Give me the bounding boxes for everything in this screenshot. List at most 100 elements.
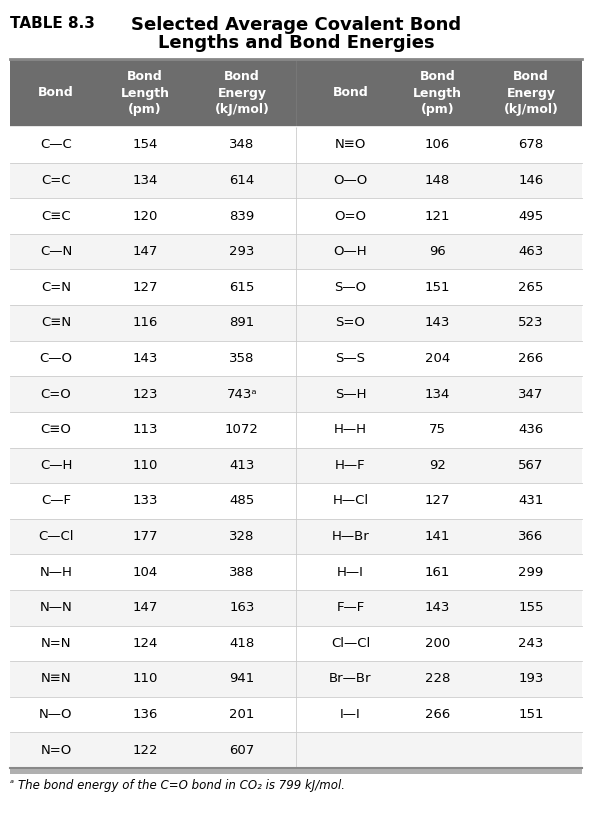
Text: 523: 523 (518, 316, 543, 329)
Text: 104: 104 (133, 566, 157, 579)
Text: 147: 147 (133, 601, 157, 614)
Text: 143: 143 (425, 601, 450, 614)
Text: Bond
Energy
(kJ/mol): Bond Energy (kJ/mol) (504, 70, 558, 116)
Bar (10, 483, 582, 518)
Text: 200: 200 (425, 637, 450, 649)
Text: S—S: S—S (336, 352, 365, 365)
Text: 607: 607 (229, 744, 255, 757)
Text: 110: 110 (133, 672, 157, 686)
Text: C≡N: C≡N (41, 316, 71, 329)
Text: O—H: O—H (334, 245, 367, 258)
Text: 163: 163 (229, 601, 255, 614)
Bar (10, 376, 582, 412)
Text: ᵃ: ᵃ (10, 779, 14, 789)
Text: 177: 177 (132, 530, 157, 543)
Text: C—O: C—O (40, 352, 72, 365)
Text: 839: 839 (229, 210, 255, 223)
Text: S—O: S—O (334, 281, 366, 294)
Text: 161: 161 (425, 566, 450, 579)
Text: 358: 358 (229, 352, 255, 365)
Text: 96: 96 (429, 245, 446, 258)
Text: 266: 266 (425, 708, 450, 721)
Bar (10, 234, 582, 269)
Text: 143: 143 (425, 316, 450, 329)
Text: 614: 614 (229, 174, 255, 187)
Text: 463: 463 (519, 245, 543, 258)
Bar (10, 447, 582, 483)
Text: 299: 299 (519, 566, 543, 579)
Text: Bond: Bond (38, 87, 74, 99)
Text: C—C: C—C (40, 138, 72, 152)
Text: H—Br: H—Br (332, 530, 369, 543)
Bar (10, 198, 582, 234)
Text: N≡O: N≡O (335, 138, 366, 152)
Text: H—F: H—F (335, 459, 366, 472)
Text: 228: 228 (425, 672, 450, 686)
Text: 678: 678 (519, 138, 543, 152)
Text: Lengths and Bond Energies: Lengths and Bond Energies (157, 34, 435, 52)
Bar (10, 269, 582, 305)
Text: Br—Br: Br—Br (329, 672, 372, 686)
Text: 121: 121 (424, 210, 451, 223)
Bar (10, 412, 582, 447)
Bar (10, 341, 582, 376)
Text: 116: 116 (133, 316, 157, 329)
Text: 347: 347 (519, 387, 543, 400)
Text: 328: 328 (229, 530, 255, 543)
Text: Cl—Cl: Cl—Cl (331, 637, 370, 649)
Text: C—N: C—N (40, 245, 72, 258)
Text: I—I: I—I (340, 708, 361, 721)
Text: 143: 143 (133, 352, 157, 365)
Text: C—H: C—H (40, 459, 72, 472)
Text: 431: 431 (519, 495, 543, 508)
Text: The bond energy of the C=O bond in CO₂ is 799 kJ/mol.: The bond energy of the C=O bond in CO₂ i… (18, 779, 345, 792)
Bar (10, 626, 582, 661)
Text: 743ᵃ: 743ᵃ (227, 387, 258, 400)
Text: C—F: C—F (41, 495, 71, 508)
Bar (10, 127, 582, 163)
Text: H—H: H—H (334, 423, 367, 437)
Text: 136: 136 (133, 708, 157, 721)
Text: 120: 120 (133, 210, 157, 223)
Text: F—F: F—F (336, 601, 365, 614)
Text: 348: 348 (229, 138, 255, 152)
Text: 567: 567 (519, 459, 543, 472)
Bar (10, 163, 582, 198)
Text: 418: 418 (229, 637, 255, 649)
Text: Bond: Bond (333, 87, 368, 99)
Text: S=O: S=O (336, 316, 365, 329)
Text: C=N: C=N (41, 281, 71, 294)
Text: 113: 113 (132, 423, 157, 437)
Text: H—Cl: H—Cl (333, 495, 369, 508)
Text: 265: 265 (519, 281, 543, 294)
Text: C=O: C=O (41, 387, 72, 400)
Text: S—H: S—H (334, 387, 366, 400)
Text: C=C: C=C (41, 174, 71, 187)
Text: 436: 436 (519, 423, 543, 437)
Text: C≡C: C≡C (41, 210, 71, 223)
Text: 891: 891 (229, 316, 255, 329)
Text: O=O: O=O (334, 210, 366, 223)
Bar (10, 768, 582, 774)
Text: 243: 243 (519, 637, 543, 649)
Text: 485: 485 (229, 495, 255, 508)
Bar (10, 305, 582, 341)
Text: 141: 141 (425, 530, 450, 543)
Text: 266: 266 (519, 352, 543, 365)
Text: 123: 123 (132, 387, 157, 400)
Text: 293: 293 (229, 245, 255, 258)
Text: 133: 133 (132, 495, 157, 508)
Text: TABLE 8.3: TABLE 8.3 (10, 16, 95, 31)
Bar (10, 59, 582, 127)
Text: Bond
Energy
(kJ/mol): Bond Energy (kJ/mol) (214, 70, 269, 116)
Text: N—O: N—O (39, 708, 73, 721)
Text: 201: 201 (229, 708, 255, 721)
Text: 366: 366 (519, 530, 543, 543)
Text: Bond
Length
(pm): Bond Length (pm) (413, 70, 462, 116)
Text: 122: 122 (132, 744, 157, 757)
Text: 615: 615 (229, 281, 255, 294)
Text: Bond
Length
(pm): Bond Length (pm) (121, 70, 169, 116)
Text: 154: 154 (133, 138, 157, 152)
Text: N—N: N—N (40, 601, 72, 614)
Text: 110: 110 (133, 459, 157, 472)
